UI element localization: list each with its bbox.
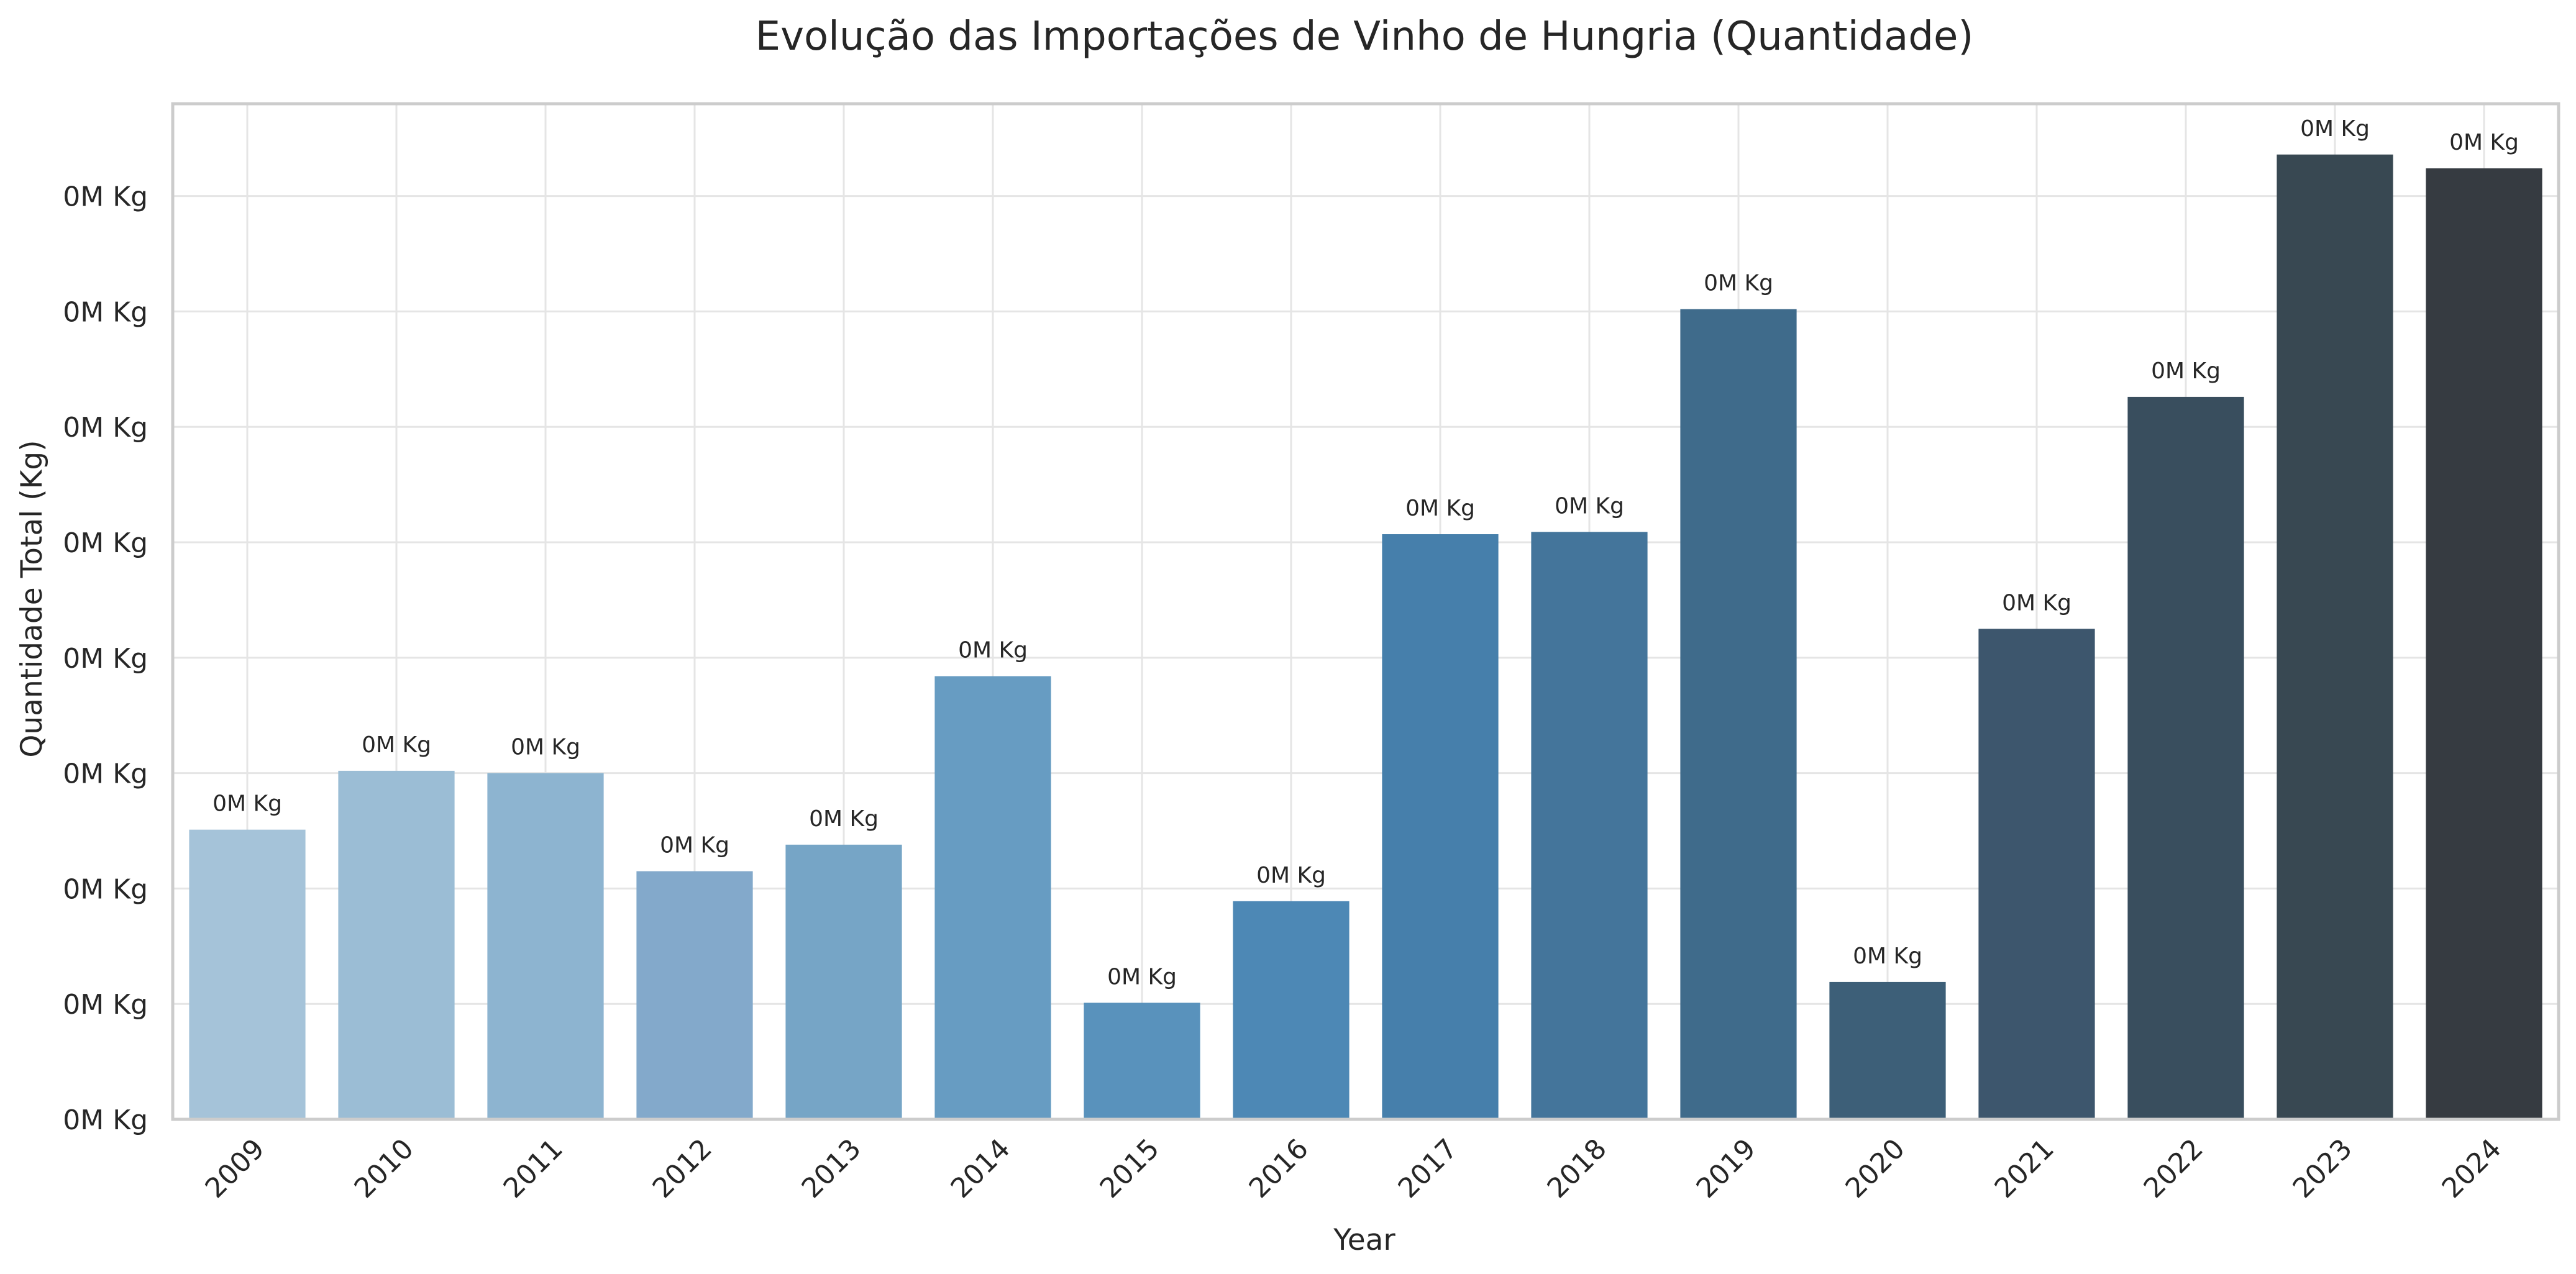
data-label-2024: 0M Kg bbox=[2449, 130, 2519, 155]
data-label-2023: 0M Kg bbox=[2300, 116, 2370, 142]
data-label-2019: 0M Kg bbox=[1704, 271, 1773, 296]
y-tick-label: 0M Kg bbox=[63, 412, 148, 444]
chart-title: Evolução das Importações de Vinho de Hun… bbox=[756, 14, 1974, 60]
bar-2016 bbox=[1233, 901, 1350, 1119]
data-label-2020: 0M Kg bbox=[1853, 944, 1922, 969]
y-tick-label: 0M Kg bbox=[63, 1104, 148, 1136]
data-label-2010: 0M Kg bbox=[362, 732, 431, 758]
data-label-2021: 0M Kg bbox=[2002, 590, 2071, 616]
y-tick-label: 0M Kg bbox=[63, 758, 148, 790]
y-tick-label: 0M Kg bbox=[63, 181, 148, 213]
y-axis-label: Quantidade Total (Kg) bbox=[15, 440, 49, 757]
bar-2023 bbox=[2277, 154, 2393, 1119]
bar-2013 bbox=[785, 844, 902, 1119]
plot-frame bbox=[171, 102, 2560, 1121]
data-label-2013: 0M Kg bbox=[809, 806, 879, 832]
bar-2012 bbox=[636, 871, 753, 1119]
bar-2015 bbox=[1084, 1003, 1200, 1119]
data-labels: 0M Kg 0M Kg 0M Kg 0M Kg 0M Kg 0M Kg 0M Kg 0M Kg… bbox=[212, 116, 2519, 990]
bar-2014 bbox=[934, 676, 1051, 1119]
data-label-2015: 0M Kg bbox=[1107, 964, 1177, 990]
data-label-2016: 0M Kg bbox=[1256, 863, 1326, 888]
y-tick-label: 0M Kg bbox=[63, 643, 148, 675]
data-label-2012: 0M Kg bbox=[660, 833, 729, 858]
data-label-2017: 0M Kg bbox=[1405, 496, 1475, 521]
bar-2011 bbox=[487, 773, 604, 1119]
bar-2020 bbox=[1829, 981, 1946, 1119]
bar-2024 bbox=[2426, 168, 2542, 1120]
bar-2009 bbox=[189, 829, 306, 1119]
bar-2022 bbox=[2127, 396, 2244, 1120]
bar-2021 bbox=[1978, 629, 2095, 1119]
data-label-2018: 0M Kg bbox=[1555, 493, 1624, 519]
data-label-2011: 0M Kg bbox=[511, 735, 580, 760]
bar-2010 bbox=[338, 770, 455, 1119]
bar-2018 bbox=[1531, 532, 1648, 1119]
data-label-2009: 0M Kg bbox=[212, 791, 282, 817]
y-tick-label: 0M Kg bbox=[63, 296, 148, 328]
y-tick-label: 0M Kg bbox=[63, 873, 148, 905]
x-axis-label: Year bbox=[1333, 1223, 1395, 1257]
bars bbox=[189, 154, 2542, 1120]
bar-2019 bbox=[1680, 309, 1797, 1119]
bar-2017 bbox=[1382, 534, 1499, 1119]
data-label-2022: 0M Kg bbox=[2151, 358, 2221, 384]
data-label-2014: 0M Kg bbox=[958, 638, 1028, 663]
y-tick-label: 0M Kg bbox=[63, 989, 148, 1021]
y-tick-label: 0M Kg bbox=[63, 527, 148, 559]
